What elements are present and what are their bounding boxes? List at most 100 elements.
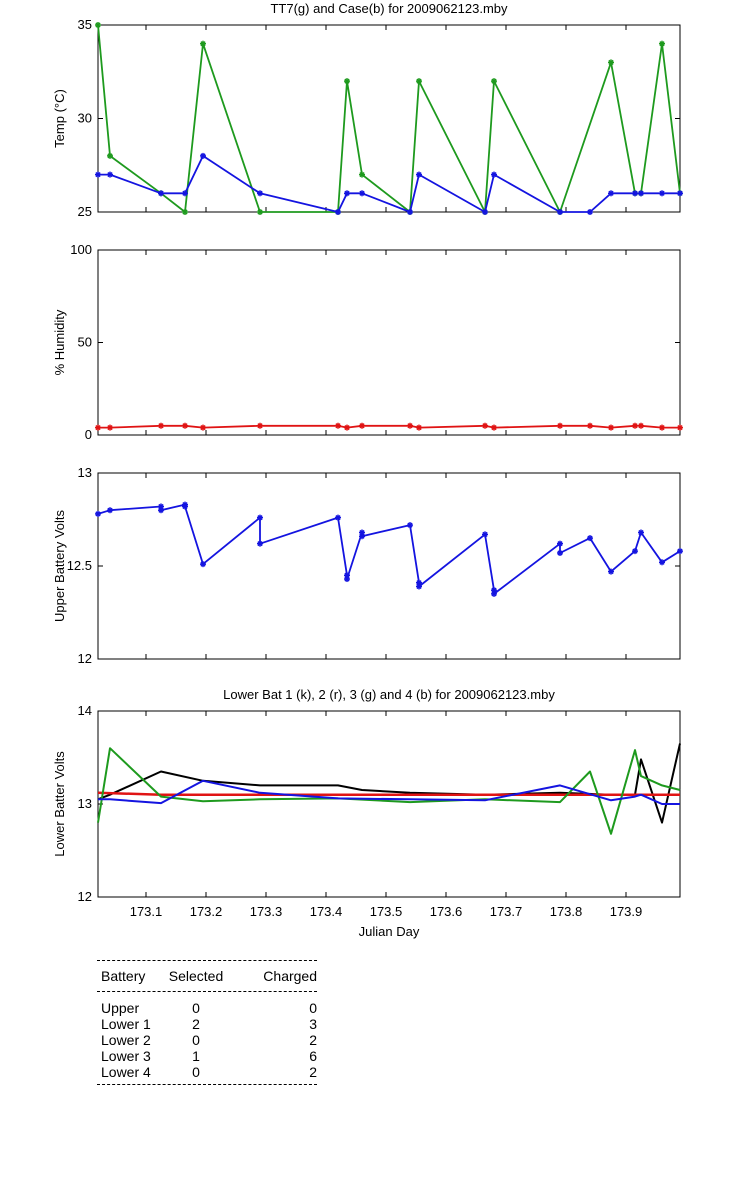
data-point	[257, 423, 263, 429]
data-point	[407, 423, 413, 429]
row-charged: 0	[309, 1000, 317, 1016]
table-header-row: Battery Selected Charged	[97, 961, 317, 991]
data-point	[344, 424, 350, 431]
x-tick-label: 173.2	[190, 904, 223, 919]
table-bottom-divider	[97, 1084, 317, 1085]
data-point	[608, 190, 614, 196]
header-battery: Battery	[101, 968, 146, 984]
data-point	[107, 507, 113, 513]
data-point	[200, 153, 206, 159]
data-point	[335, 515, 341, 521]
data-point	[107, 171, 113, 178]
data-point	[659, 41, 665, 47]
series-line	[97, 743, 681, 824]
data-point	[182, 190, 188, 196]
data-point	[359, 190, 365, 196]
y-tick-label: 12.5	[67, 558, 92, 573]
data-point	[95, 171, 101, 178]
data-point	[482, 531, 488, 538]
row-selected: 2	[192, 1016, 200, 1032]
plot-frame	[97, 472, 681, 660]
data-point	[335, 423, 341, 429]
data-point	[158, 190, 164, 196]
row-charged: 2	[309, 1032, 317, 1048]
table-row: Lower 2 0 2	[97, 1032, 317, 1048]
data-point	[557, 209, 563, 215]
data-point	[359, 171, 365, 178]
y-axis-label: Lower Batter Volts	[52, 751, 67, 857]
data-point	[638, 423, 644, 429]
table-row: Lower 1 2 3	[97, 1016, 317, 1032]
x-axis-label: Julian Day	[359, 924, 420, 939]
data-point	[344, 78, 350, 84]
data-point	[200, 561, 206, 567]
y-tick-label: 14	[78, 703, 92, 718]
data-point	[257, 541, 263, 547]
data-point	[482, 423, 488, 429]
x-tick-label: 173.5	[370, 904, 403, 919]
data-point	[491, 591, 497, 597]
data-point	[638, 190, 644, 196]
data-point	[416, 78, 422, 84]
row-charged: 6	[309, 1048, 317, 1064]
data-point	[344, 576, 350, 582]
data-point	[407, 522, 413, 528]
plot-frame	[97, 710, 681, 898]
data-point	[659, 424, 665, 431]
multi-panel-chart: 25 30 35 TT7(g) and Case(b) for 2009062123.…	[52, 1, 683, 939]
x-tick-label: 173.8	[550, 904, 583, 919]
data-point	[491, 424, 497, 431]
data-point	[557, 541, 563, 547]
y-tick-label: 13	[78, 796, 92, 811]
x-tick-label: 173.4	[310, 904, 343, 919]
y-tick-label: 13	[78, 465, 92, 480]
data-point	[257, 209, 263, 215]
row-charged: 2	[309, 1064, 317, 1080]
chart-title: Lower Bat 1 (k), 2 (r), 3 (g) and 4 (b) …	[223, 687, 555, 702]
row-battery: Lower 1	[101, 1016, 151, 1032]
data-point	[659, 559, 665, 565]
table-row: Lower 4 0 2	[97, 1064, 317, 1080]
header-charged: Charged	[263, 968, 317, 984]
y-tick-label: 30	[78, 111, 92, 126]
x-tick-label: 173.1	[130, 904, 163, 919]
data-point	[416, 424, 422, 431]
y-tick-label: 100	[70, 242, 92, 257]
table-row: Upper 0 0	[97, 1000, 317, 1016]
data-point	[587, 209, 593, 215]
plot-frame	[97, 249, 681, 436]
row-charged: 3	[309, 1016, 317, 1032]
data-point	[491, 171, 497, 178]
row-battery: Lower 4	[101, 1064, 151, 1080]
data-point	[632, 548, 638, 554]
data-point	[359, 533, 365, 539]
x-tick-label: 173.3	[250, 904, 283, 919]
data-point	[200, 424, 206, 431]
data-point	[182, 503, 188, 510]
series-line	[97, 503, 681, 595]
data-point	[182, 423, 188, 429]
row-selected: 0	[192, 1000, 200, 1016]
row-selected: 0	[192, 1064, 200, 1080]
data-point	[95, 511, 101, 517]
header-selected: Selected	[168, 968, 224, 984]
data-point	[491, 78, 497, 84]
data-point	[257, 190, 263, 196]
data-point	[416, 583, 422, 590]
series-line	[98, 154, 680, 213]
y-tick-label: 50	[78, 335, 92, 350]
data-point	[677, 548, 683, 554]
y-tick-label: 12	[78, 651, 92, 666]
data-point	[659, 190, 665, 196]
data-point	[95, 424, 101, 431]
data-point	[158, 507, 164, 513]
x-tick-label: 173.9	[610, 904, 643, 919]
series-line	[97, 791, 680, 796]
data-point	[557, 550, 563, 556]
data-point	[407, 209, 413, 215]
y-axis-label: % Humidity	[52, 309, 67, 375]
data-point	[200, 41, 206, 47]
data-point	[107, 424, 113, 431]
data-point	[608, 424, 614, 431]
data-point	[158, 423, 164, 429]
